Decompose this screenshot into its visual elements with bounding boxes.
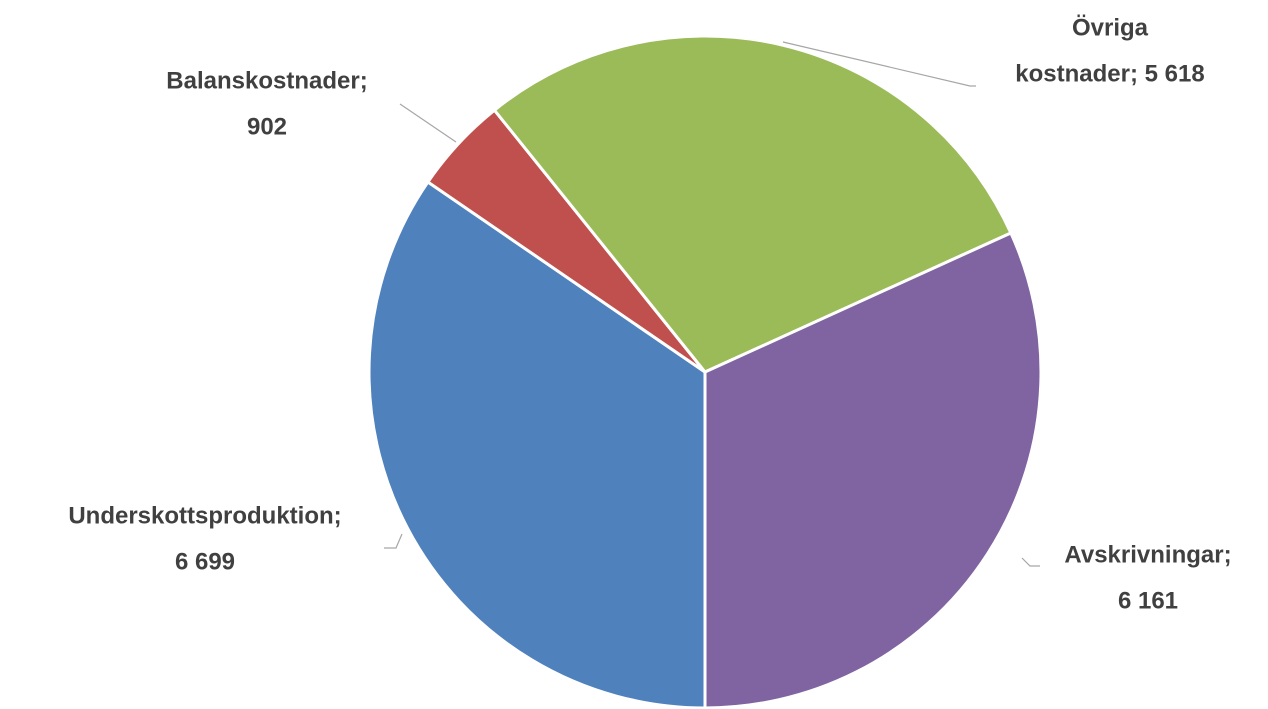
leader-line xyxy=(782,41,976,87)
data-label: kostnader; 5 618 xyxy=(1015,60,1204,87)
data-label: Övriga xyxy=(1072,14,1149,41)
pie-slice xyxy=(492,34,1013,374)
data-label: 902 xyxy=(247,113,287,140)
leader-line xyxy=(399,103,457,143)
data-label: Balanskostnader; xyxy=(166,67,367,94)
leader-line xyxy=(384,533,403,549)
data-label: Underskottsproduktion; xyxy=(68,502,341,529)
data-label: Avskrivningar; xyxy=(1064,541,1231,568)
pie-slice xyxy=(367,179,707,709)
pie xyxy=(367,34,1043,709)
data-labels: Underskottsproduktion; 6 699 Balanskostnad… xyxy=(68,14,1231,614)
pie-slice xyxy=(703,230,1043,709)
leader-line xyxy=(1021,557,1040,567)
data-label: 6 161 xyxy=(1118,587,1178,614)
data-label: 6 699 xyxy=(175,548,235,575)
